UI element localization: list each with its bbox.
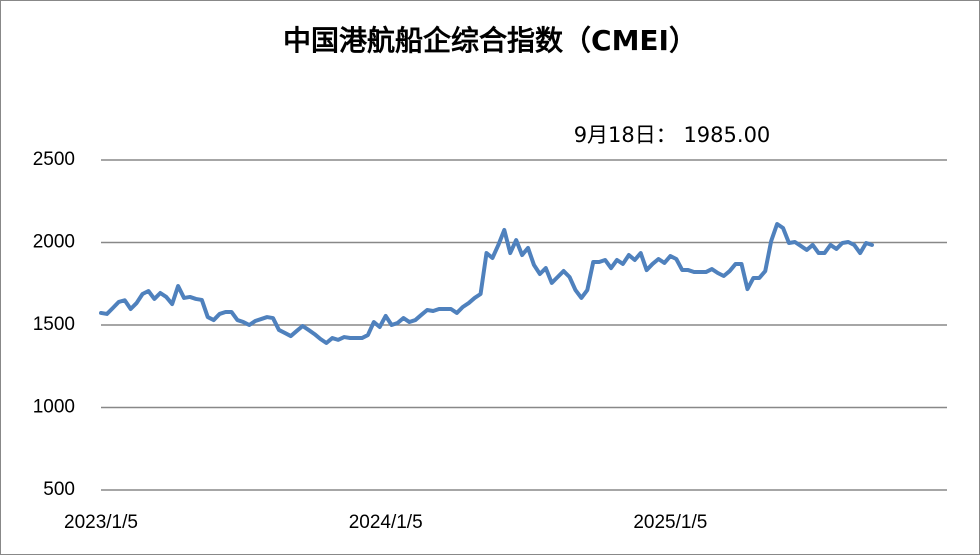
y-tick-label: 500 [43, 479, 75, 500]
y-tick-label: 1500 [33, 314, 75, 335]
data-line [99, 222, 874, 345]
y-tick-label: 1000 [33, 397, 75, 418]
y-tick-label: 2000 [33, 232, 75, 253]
chart-title: 中国港航船企综合指数（CMEI） [283, 24, 697, 57]
y-tick-label: 2500 [33, 149, 75, 170]
x-tick-label: 2024/1/5 [349, 512, 423, 533]
x-tick-label: 2025/1/5 [633, 512, 707, 533]
x-tick-label: 2023/1/5 [64, 512, 138, 533]
annotation: 9月18日： 1985.00 [574, 123, 771, 147]
